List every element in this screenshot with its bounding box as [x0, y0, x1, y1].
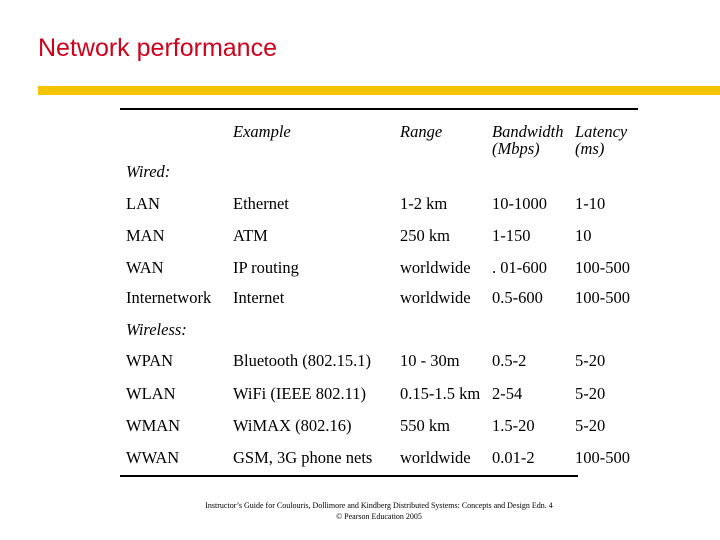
row-type: Internetwork	[126, 288, 212, 307]
row-range: worldwide	[400, 448, 471, 467]
row-example: Ethernet	[233, 194, 289, 213]
table-top-rule	[120, 108, 638, 110]
header-range: Range	[400, 122, 443, 141]
row-latency: 10	[575, 226, 592, 245]
row-example: WiMAX (802.16)	[233, 416, 352, 435]
header-latency: Latency	[575, 122, 628, 141]
row-example: GSM, 3G phone nets	[233, 448, 373, 467]
section-label-wired: Wired:	[126, 162, 171, 181]
row-latency: 5-20	[575, 416, 606, 435]
footer-line-1: Instructor’s Guide for Coulouris, Dollim…	[205, 501, 553, 510]
row-example: IP routing	[233, 258, 299, 277]
row-type: WWAN	[126, 448, 180, 467]
row-latency: 100-500	[575, 288, 630, 307]
row-example: Internet	[233, 288, 285, 307]
row-bandwidth: . 01-600	[492, 258, 547, 277]
row-latency: 5-20	[575, 384, 606, 403]
row-range: worldwide	[400, 288, 471, 307]
row-bandwidth: 0.01-2	[492, 448, 535, 467]
row-type: MAN	[126, 226, 165, 245]
header-bandwidth: Bandwidth	[492, 122, 564, 141]
row-range: 250 km	[400, 226, 450, 245]
row-bandwidth: 2-54	[492, 384, 523, 403]
row-latency: 100-500	[575, 448, 630, 467]
row-type: WLAN	[126, 384, 176, 403]
header-latency-unit: (ms)	[575, 139, 605, 158]
row-range: 10 - 30m	[400, 351, 460, 370]
row-example: ATM	[233, 226, 268, 245]
header-bandwidth-unit: (Mbps)	[492, 139, 540, 158]
row-range: 0.15-1.5 km	[400, 384, 481, 403]
row-type: WPAN	[126, 351, 174, 370]
row-range: 1-2 km	[400, 194, 448, 213]
row-bandwidth: 1.5-20	[492, 416, 535, 435]
row-example: WiFi (IEEE 802.11)	[233, 384, 366, 403]
header-example: Example	[233, 122, 291, 141]
row-example: Bluetooth (802.15.1)	[233, 351, 371, 370]
slide-title: Network performance	[38, 34, 277, 62]
row-type: WMAN	[126, 416, 181, 435]
row-range: 550 km	[400, 416, 450, 435]
row-range: worldwide	[400, 258, 471, 277]
table-bottom-rule	[120, 475, 578, 477]
row-bandwidth: 0.5-2	[492, 351, 527, 370]
row-latency: 100-500	[575, 258, 630, 277]
footer-line-2: © Pearson Education 2005	[336, 512, 422, 521]
row-bandwidth: 10-1000	[492, 194, 547, 213]
row-bandwidth: 1-150	[492, 226, 531, 245]
row-latency: 1-10	[575, 194, 606, 213]
footer-credit: Instructor’s Guide for Coulouris, Dollim…	[203, 500, 555, 522]
row-type: WAN	[126, 258, 164, 277]
section-label-wireless: Wireless:	[126, 320, 187, 339]
row-bandwidth: 0.5-600	[492, 288, 543, 307]
title-underline-bar	[38, 86, 720, 95]
row-type: LAN	[126, 194, 160, 213]
row-latency: 5-20	[575, 351, 606, 370]
